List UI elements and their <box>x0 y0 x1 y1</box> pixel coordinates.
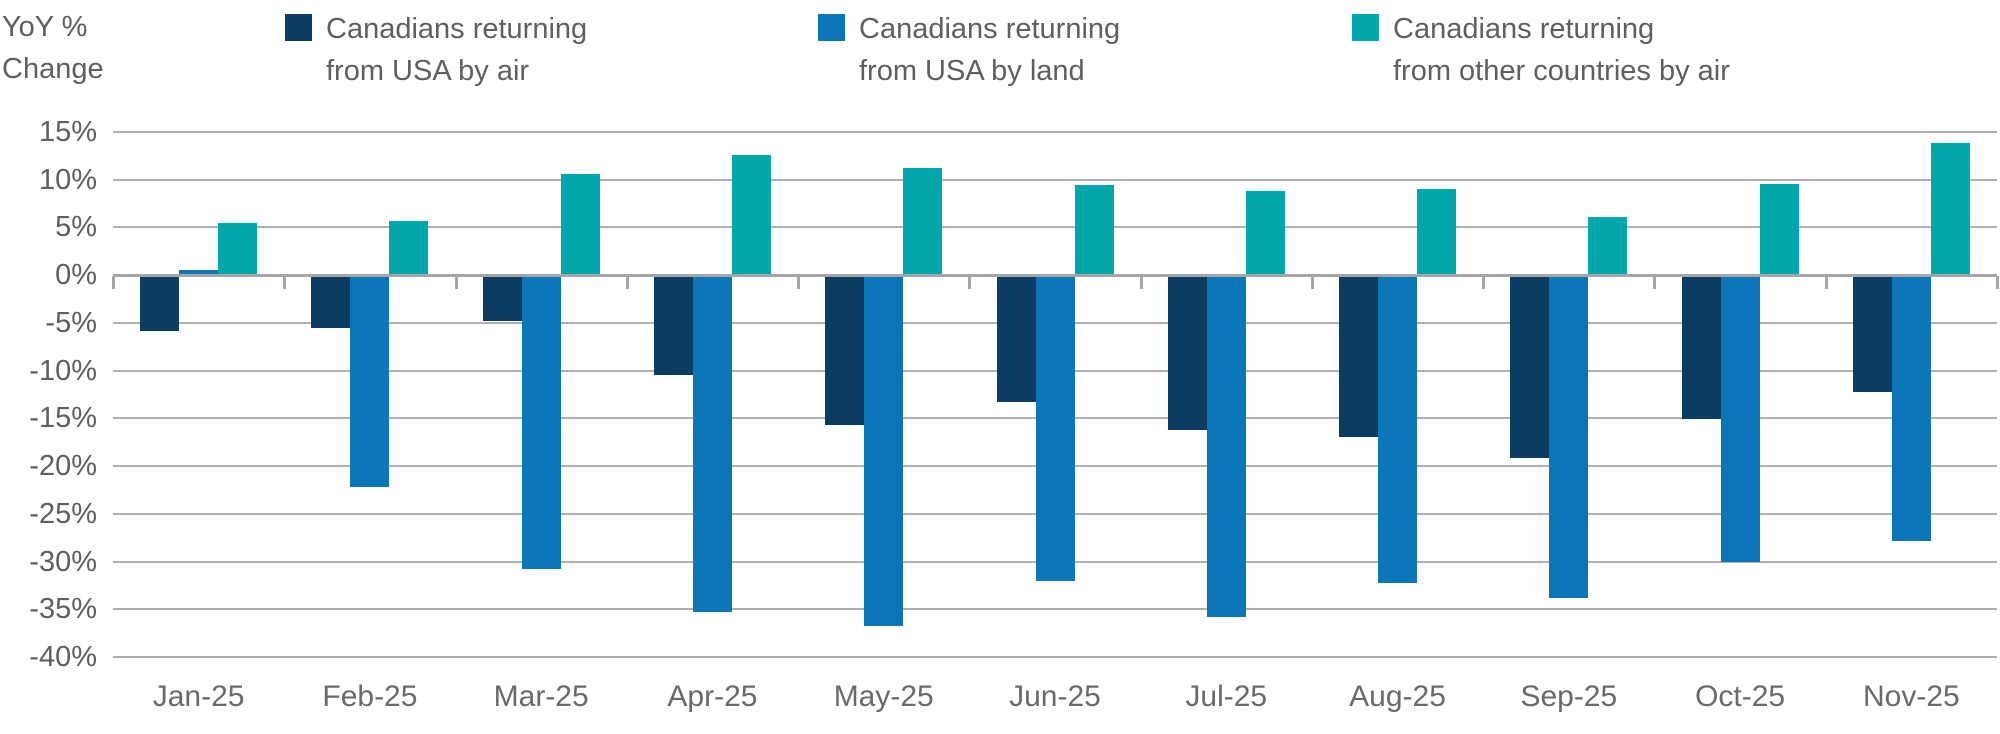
x-tick-label: Feb-25 <box>322 680 418 713</box>
bar <box>311 275 351 328</box>
axis-tick <box>797 276 801 290</box>
bar <box>903 168 943 276</box>
x-tick-label: Apr-25 <box>667 680 758 713</box>
y-tick-label: -15% <box>29 402 97 435</box>
x-tick-label: Aug-25 <box>1349 680 1446 713</box>
bar <box>1378 275 1418 584</box>
bar <box>1206 275 1246 617</box>
axis-tick <box>283 276 287 290</box>
bar <box>389 220 429 276</box>
y-tick-label: 10% <box>38 163 97 196</box>
axis-tick <box>454 276 458 290</box>
y-tick-label: 5% <box>55 211 97 244</box>
bar <box>1074 184 1114 276</box>
legend-swatch-icon <box>1352 14 1379 41</box>
y-tick-label: -30% <box>29 545 97 578</box>
bar <box>179 270 219 276</box>
x-tick-label: Sep-25 <box>1520 680 1618 713</box>
gridline <box>113 178 1997 181</box>
bar <box>1549 275 1589 598</box>
axis-tick <box>112 276 115 290</box>
gridline <box>113 608 1997 611</box>
y-tick-label: -20% <box>29 450 97 483</box>
bar <box>1245 191 1285 276</box>
axis-tick <box>1310 276 1314 290</box>
axis-tick <box>1139 276 1143 290</box>
legend-label-line: from USA by land <box>859 55 1085 87</box>
legend-label: Canadians returning from USA by land <box>859 8 1120 92</box>
bar <box>1852 275 1892 392</box>
x-tick-label: Oct-25 <box>1695 680 1786 713</box>
gridline <box>113 226 1997 229</box>
y-axis-title-line2: Change <box>2 53 104 85</box>
legend-item: Canadians returning from USA by land <box>818 8 1120 92</box>
x-tick-label: May-25 <box>833 680 934 713</box>
y-tick-label: -25% <box>29 497 97 530</box>
bar <box>1510 275 1550 459</box>
y-axis-title-line1: YoY % <box>2 11 88 43</box>
bar <box>692 275 732 613</box>
y-tick-label: -35% <box>29 593 97 626</box>
gridline <box>113 656 1997 658</box>
y-axis-title: YoY % Change <box>2 6 104 90</box>
bar <box>1588 216 1628 276</box>
legend-label-line: Canadians returning <box>326 13 588 45</box>
bar <box>1759 183 1799 276</box>
bar <box>218 222 258 276</box>
gridline <box>113 131 1997 133</box>
bar <box>1167 275 1207 430</box>
legend-swatch-icon <box>818 14 845 41</box>
legend-swatch-icon <box>285 14 312 41</box>
legend-label: Canadians returning from other countries … <box>1393 8 1730 92</box>
legend-item: Canadians returning from other countries … <box>1352 8 1730 92</box>
bar <box>1720 275 1760 562</box>
bar <box>1930 142 1970 276</box>
bar <box>1417 189 1457 276</box>
zero-axis-line <box>113 274 1997 278</box>
bar <box>653 275 693 376</box>
y-tick-label: -40% <box>29 641 97 673</box>
x-tick-label: Jan-25 <box>152 680 245 713</box>
y-tick-label: 0% <box>55 259 97 292</box>
legend-label-line: from USA by air <box>326 55 530 87</box>
legend-label-line: Canadians returning <box>1393 13 1655 45</box>
bar <box>825 275 865 426</box>
bar <box>1681 275 1721 420</box>
y-tick-label: -10% <box>29 354 97 387</box>
legend-label: Canadians returning from USA by air <box>326 8 587 92</box>
x-tick-label: Nov-25 <box>1863 680 1960 713</box>
bar <box>1891 275 1931 542</box>
y-tick-label: 15% <box>38 116 97 148</box>
bar <box>996 275 1036 403</box>
bar <box>1035 275 1075 581</box>
bar <box>521 275 561 570</box>
x-tick-label: Mar-25 <box>493 680 589 713</box>
bar <box>140 275 180 331</box>
axis-tick <box>968 276 972 290</box>
axis-tick <box>1653 276 1657 290</box>
x-tick-label: Jul-25 <box>1185 680 1268 713</box>
bar <box>560 174 600 276</box>
legend-label-line: from other countries by air <box>1393 55 1730 87</box>
y-tick-label: -5% <box>45 306 97 339</box>
axis-tick <box>1482 276 1486 290</box>
bar <box>731 154 771 276</box>
legend-label-line: Canadians returning <box>859 13 1121 45</box>
bar <box>864 275 904 627</box>
legend-item: Canadians returning from USA by air <box>285 8 587 92</box>
bar <box>1339 275 1379 438</box>
axis-tick <box>625 276 629 290</box>
bar <box>350 275 390 488</box>
axis-tick <box>1996 276 1999 290</box>
axis-tick <box>1824 276 1828 290</box>
bar <box>482 275 522 321</box>
x-tick-label: Jun-25 <box>1009 680 1101 713</box>
